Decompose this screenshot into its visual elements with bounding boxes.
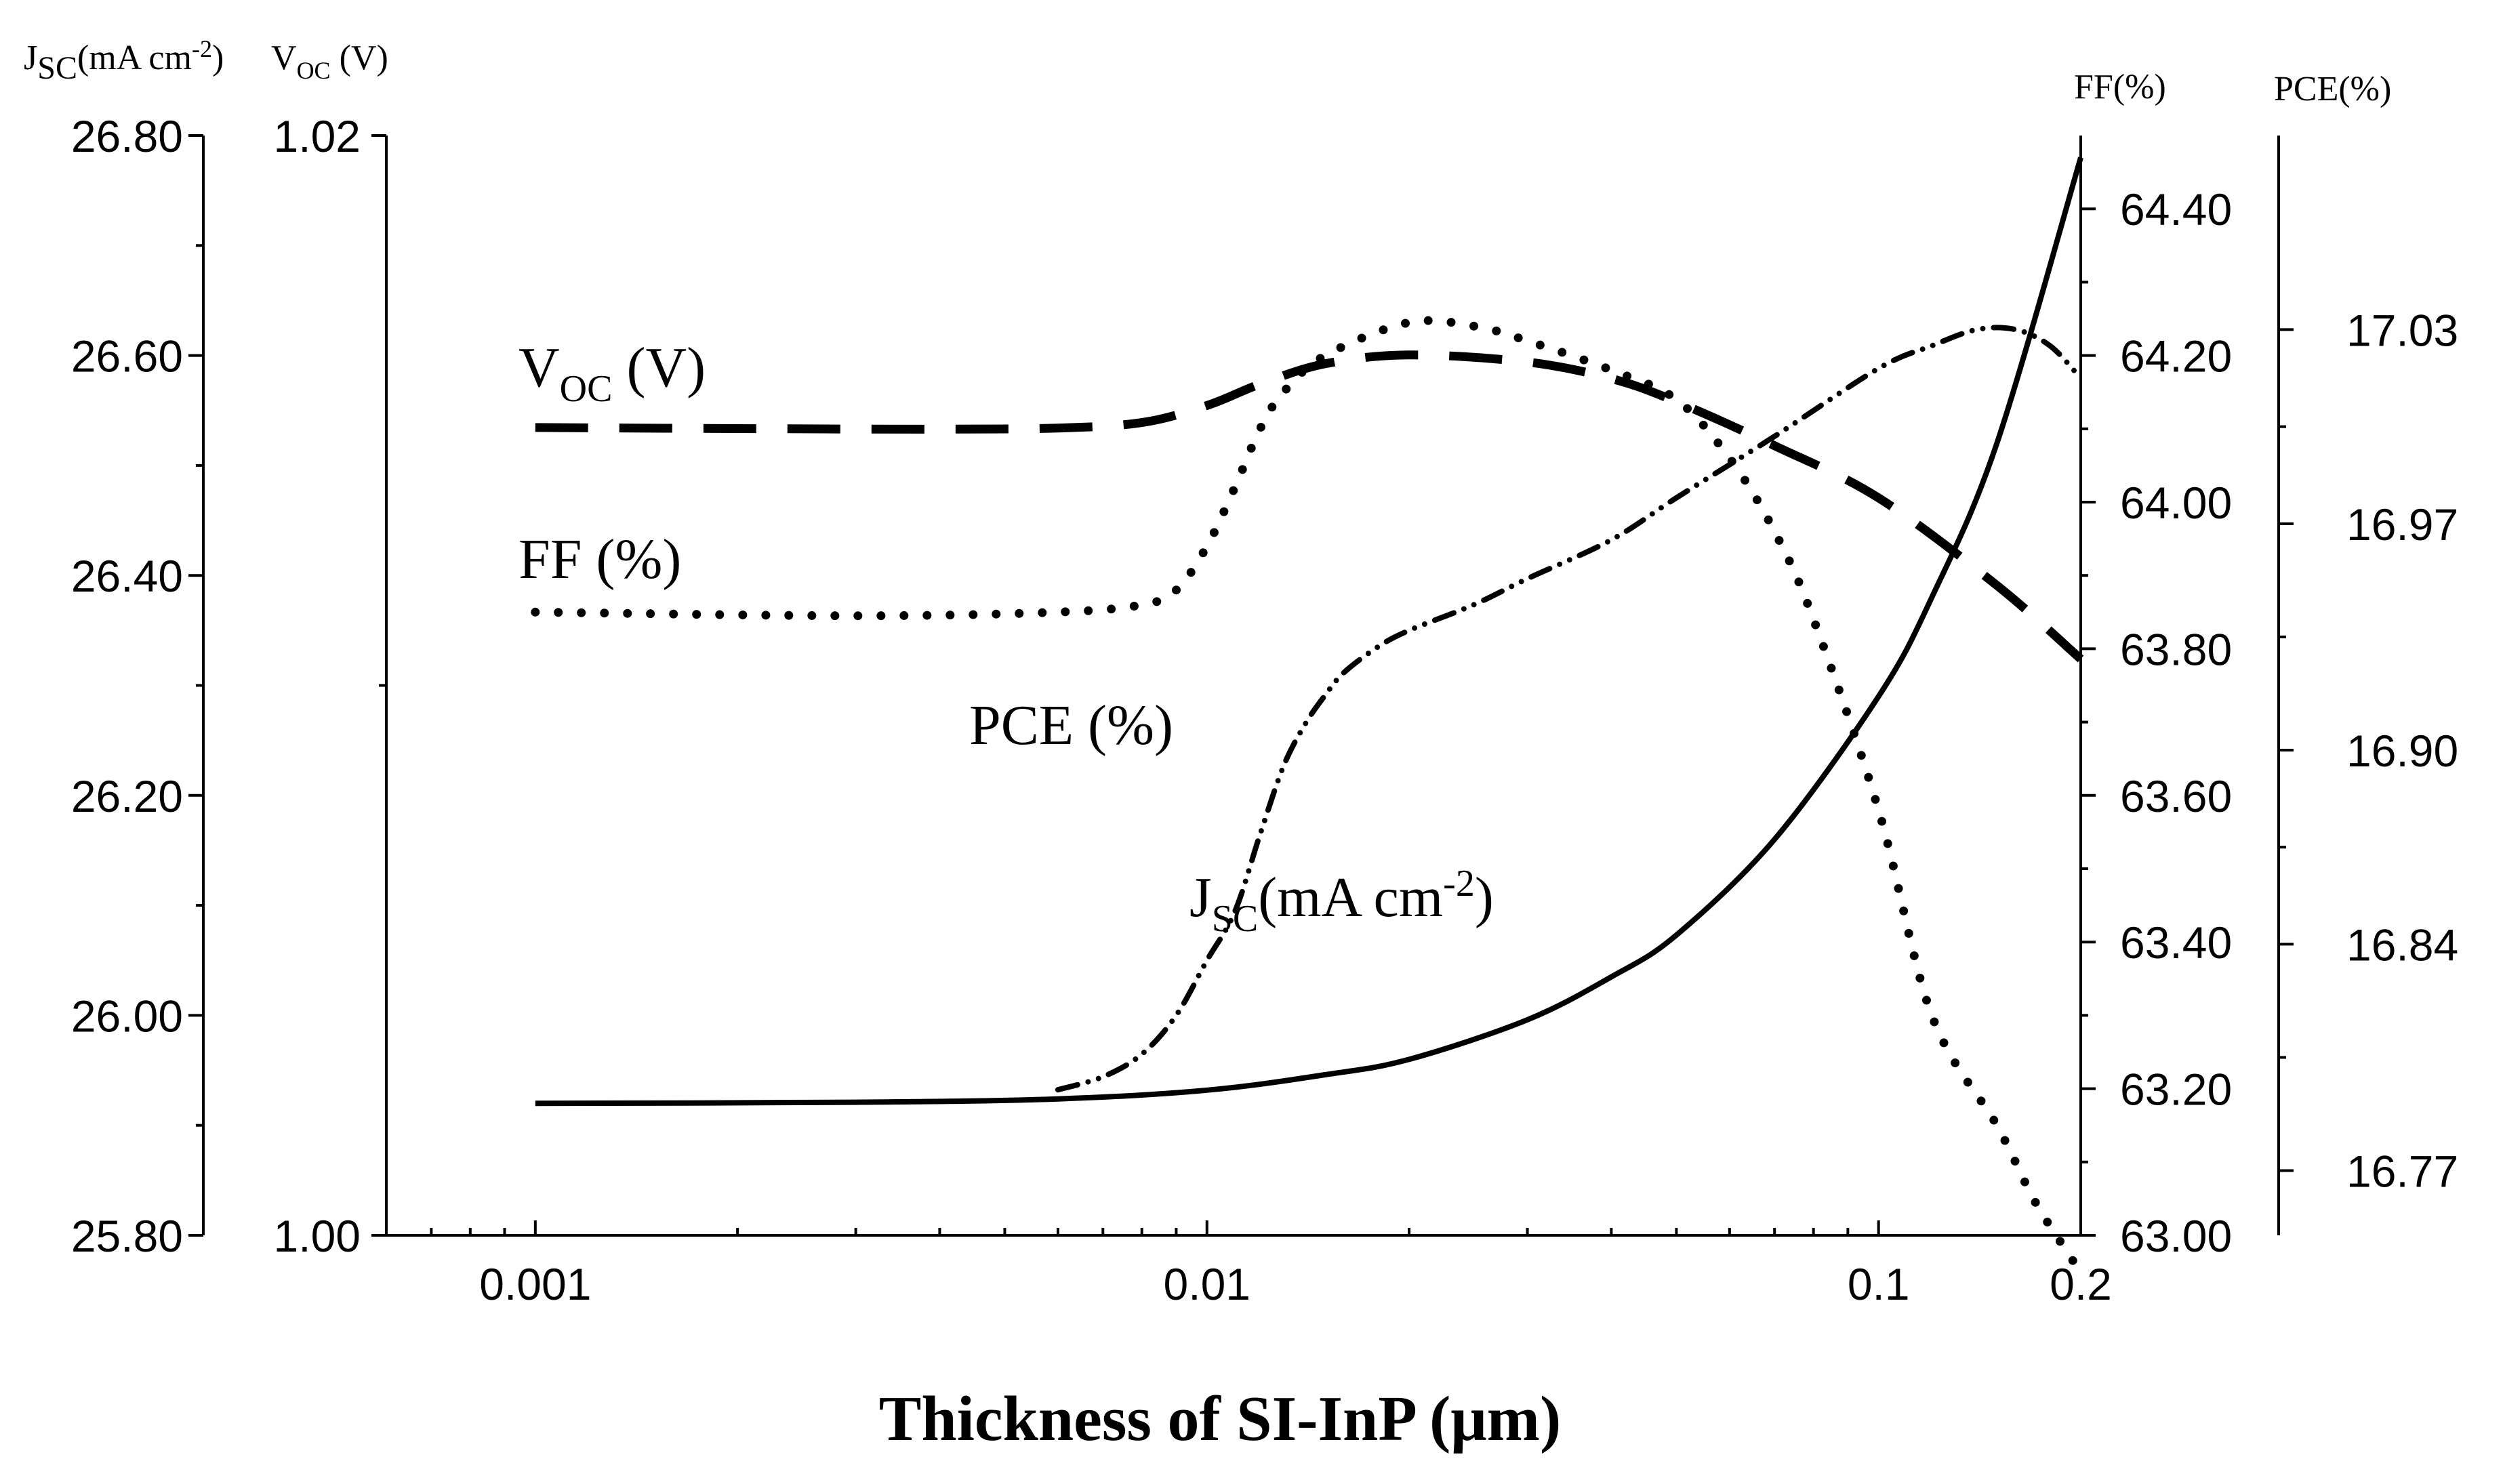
pce-tick-label: 16.97 [2346, 499, 2458, 550]
ff-axis-header: FF(%) [2074, 68, 2166, 106]
ff-tick-label: 64.00 [2120, 478, 2232, 528]
pce-tick-label: 16.77 [2346, 1147, 2458, 1197]
x-axis-title: Thickness of SI-InP (μm) [879, 1384, 1562, 1454]
voc-axis-header-main: V [271, 39, 297, 77]
jsc-axis-header-sup: -2 [192, 35, 212, 62]
pce-axis-header: PCE(%) [2274, 70, 2391, 108]
jsc-series-label-sub: SC [1212, 898, 1259, 940]
voc-axis-header: VOC (V) [271, 39, 388, 84]
x-tick-label: 0.2 [2050, 1259, 2112, 1309]
ff-tick-label: 63.60 [2120, 771, 2232, 821]
ff-series-label: FF (%) [518, 528, 681, 591]
jsc-axis-header: JSC(mA cm-2) [24, 35, 224, 86]
voc-series-label-sub: OC [560, 368, 613, 410]
voc-series-label: VOC (V) [518, 336, 706, 410]
jsc-tick-label: 26.20 [71, 771, 183, 821]
jsc-axis-header-close: ) [212, 39, 224, 77]
jsc-series-label-main: J [1189, 866, 1212, 929]
voc-tick-label: 1.00 [274, 1211, 361, 1261]
voc-axis-header-rest: (V) [331, 39, 388, 77]
ff-series-line [531, 316, 2085, 1277]
jsc-tick-label: 26.80 [71, 111, 183, 161]
x-tick-label: 0.1 [1848, 1259, 1910, 1309]
jsc-tick-label: 26.40 [71, 551, 183, 601]
jsc-axis-header-sub: SC [37, 50, 77, 86]
series-lines [531, 157, 2085, 1277]
voc-series-label-rest: (V) [612, 336, 706, 399]
voc-axis-header-sub: OC [297, 57, 331, 84]
jsc-series-line [535, 157, 2083, 1107]
x-tick-label: 0.01 [1164, 1259, 1250, 1309]
pce-series-line [1055, 325, 2083, 1093]
pce-series-label: PCE (%) [969, 694, 1173, 757]
jsc-axis-header-main: J [24, 39, 37, 77]
ff-tick-label: 63.20 [2120, 1065, 2232, 1115]
ff-tick-label: 63.80 [2120, 624, 2232, 674]
ff-tick-label: 64.40 [2120, 184, 2232, 234]
voc-series-label-main: V [518, 336, 560, 399]
pce-tick-label: 17.03 [2346, 305, 2458, 355]
x-tick-label: 0.001 [479, 1259, 591, 1309]
jsc-axis-header-rest: (mA cm [77, 39, 192, 77]
ff-tick-label: 64.20 [2120, 331, 2232, 382]
tick-labels: 25.80 26.00 26.20 26.40 26.60 26.80 1.00 1.02 63… [71, 111, 2458, 1309]
pce-tick-label: 16.84 [2346, 920, 2458, 970]
jsc-series-label-sup: -2 [1443, 863, 1475, 905]
jsc-series-label-rest: (mA cm [1258, 866, 1443, 929]
jsc-tick-label: 25.80 [71, 1211, 183, 1261]
tick-marks [188, 134, 2294, 1237]
voc-tick-label: 1.02 [274, 111, 361, 161]
pce-tick-label: 16.90 [2346, 726, 2458, 776]
jsc-tick-label: 26.60 [71, 331, 183, 382]
ff-tick-label: 63.00 [2120, 1211, 2232, 1261]
jsc-series-label-close: ) [1475, 866, 1494, 929]
jsc-series-label: JSC(mA cm-2) [1189, 863, 1494, 940]
jsc-tick-label: 26.00 [71, 991, 183, 1041]
ff-tick-label: 63.40 [2120, 918, 2232, 968]
